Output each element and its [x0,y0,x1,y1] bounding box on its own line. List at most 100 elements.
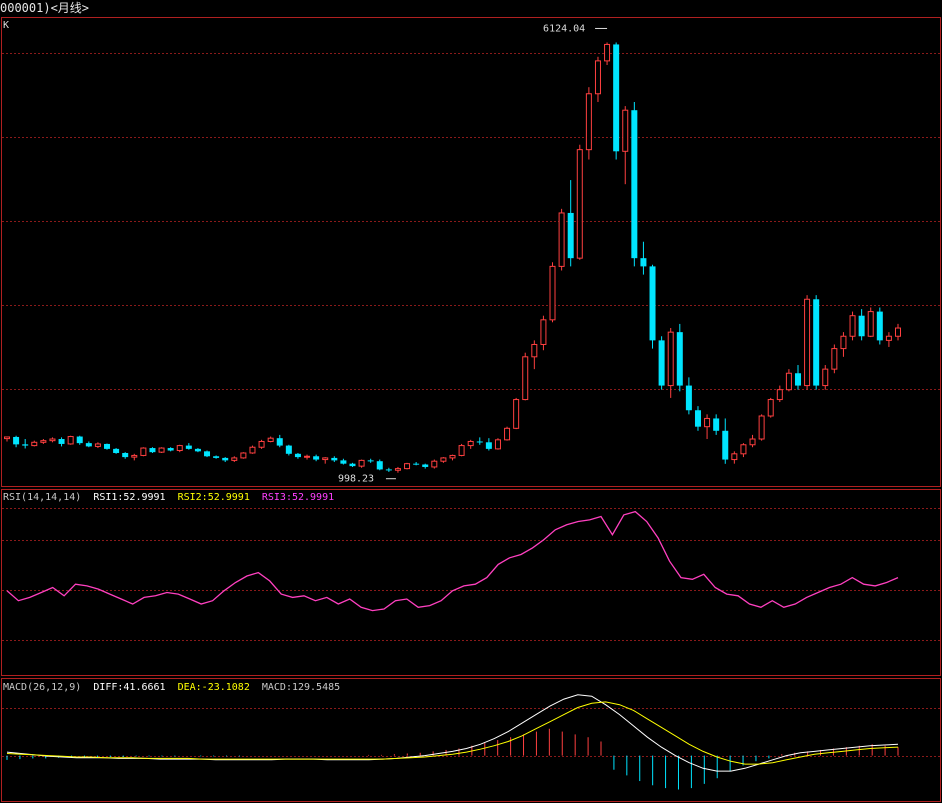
candle-body [213,456,220,458]
candle-body [649,266,656,341]
candle [613,42,620,160]
candle [785,369,792,392]
candle-body [276,438,283,446]
candle [440,457,447,463]
rsi-panel-header: RSI(14,14,14) RSI1:52.9991 RSI2:52.9991 … [3,492,334,503]
rsi-panel-frame [1,489,941,676]
candle-body [94,443,101,447]
candle-body [867,311,874,337]
candle [294,452,301,459]
candle [485,438,492,451]
candle [649,264,656,349]
candle-body [767,399,774,417]
candle [22,439,29,449]
candle [876,307,883,345]
candle [549,262,556,323]
candle [685,377,692,415]
candle-body [40,440,47,443]
candle [149,447,156,453]
candle-body [658,340,665,386]
candle-body [740,444,747,455]
candle-body [367,460,374,462]
rsi-params: RSI(14,14,14) [3,492,81,503]
candle [49,437,56,443]
candle-body [358,459,365,467]
candle [449,454,456,461]
candle-body [504,427,511,441]
candle [40,439,47,444]
candle-body [222,457,229,461]
candle [122,452,129,459]
candle-body [449,454,456,459]
candle-body [322,457,329,461]
candle-body [67,436,74,445]
candle-body [694,410,701,427]
candle [331,456,338,463]
candlestick-series[interactable] [4,42,901,473]
candle-body [885,335,892,341]
candle-body [22,444,29,446]
candle [185,443,192,450]
diff-line[interactable] [6,694,899,772]
candle [676,323,683,392]
rsi-line[interactable] [6,510,899,612]
candle-body [858,315,865,337]
chart-window-title: 000001)<月线> [0,1,90,15]
candle-body [676,332,683,386]
dea-line[interactable] [6,701,899,765]
candle [340,458,347,465]
candle [658,336,665,390]
candle-body [895,327,901,337]
grid-lines [2,53,940,757]
candle [404,462,411,470]
candle [204,450,211,458]
candle-body [513,399,520,429]
candle [431,459,438,469]
candle [358,459,365,468]
candle-body [585,93,592,151]
candle-body [131,454,138,458]
high-price-marker: 6124.04 [543,23,585,34]
candle-body [749,438,756,446]
macd-value: MACD:129.5485 [262,682,340,693]
candle-body [149,448,156,453]
candle-body [794,373,801,386]
candle [604,42,611,65]
candle-body [258,440,265,448]
candle-body [413,463,420,465]
candle-body [85,443,92,447]
candle [504,426,511,441]
candle-body [194,448,201,452]
candle-body [204,451,211,457]
candle-body [176,445,183,452]
candle [194,448,201,453]
candle-body [540,319,547,345]
candle-body [785,372,792,391]
candle [540,315,547,351]
candle [704,414,711,440]
candle-body [394,468,401,471]
candle-body [431,460,438,468]
candle-body [13,436,20,445]
candle-body [294,453,301,458]
candle-body [458,445,465,456]
candle-body [613,44,620,152]
candle [576,144,583,260]
candle-body [340,460,347,464]
candle-body [58,439,65,444]
kline-panel-label: K [3,20,9,31]
candle-body [876,311,883,341]
macd-params: MACD(26,12,9) [3,682,81,693]
candle-body [494,439,501,450]
candle [367,458,374,463]
rsi3-value: RSI3:52.9991 [262,492,334,503]
candle-body [604,43,611,62]
candle [567,180,574,267]
candle-body [349,463,356,467]
candle [494,438,501,450]
candle-body [31,441,38,447]
candle [385,467,392,472]
macd-histogram[interactable] [6,728,899,790]
candle [285,444,292,456]
